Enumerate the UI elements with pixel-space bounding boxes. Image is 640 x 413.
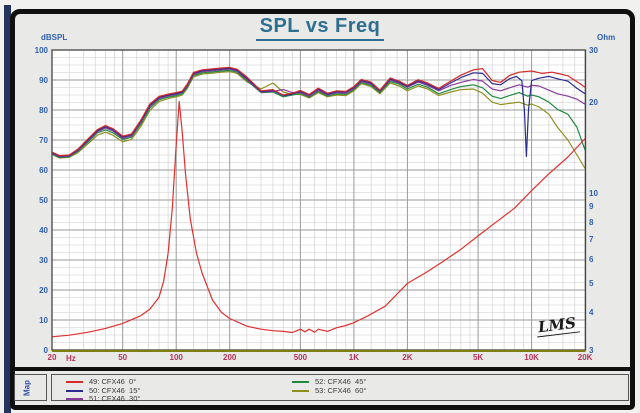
left-tick-70: 70 [39,135,48,145]
freq-tick-200: 200 [223,353,237,362]
map-tab-label: Map [22,380,32,396]
left-tick-10: 10 [39,315,48,325]
right-tick-30: 30 [589,45,598,55]
left-tick-20: 20 [39,285,48,295]
left-tick-50: 50 [39,195,48,205]
legend-label: 50: CFX46 15° [89,385,141,395]
right-tick-9: 9 [589,202,594,212]
legend-swatch [66,398,83,400]
chart-title-text: SPL vs Freq [255,15,385,41]
freq-tick-20K: 20K [577,353,593,362]
right-axis-title: Ohm [597,33,616,42]
map-tab[interactable]: Map [14,374,47,401]
desktop-strip [4,5,11,413]
right-tick-10: 10 [589,188,598,198]
legend-swatch [292,381,309,383]
right-tick-7: 7 [589,235,594,245]
legend-swatch [66,381,83,383]
legend-swatch [292,389,309,392]
right-tick-5: 5 [589,278,594,288]
legend-label: 51: CFX46 30° [89,394,141,403]
right-tick-20: 20 [589,98,598,108]
legend-panel: 49: CFX46 0° 50: CFX46 15° 51: CFX46 30° 52… [51,374,629,403]
freq-tick-1K: 1K [348,353,359,362]
frequency-unit-label: Hz [66,354,76,363]
freq-tick-10K: 10K [524,353,539,362]
legend-label: 49: CFX46 0° [89,377,137,386]
freq-tick-20: 20 [47,353,57,362]
legend-label: 53: CFX46 60° [315,385,367,395]
left-tick-60: 60 [39,165,48,175]
freq-tick-100: 100 [169,353,183,362]
left-tick-90: 90 [39,75,48,85]
freq-tick-500: 500 [293,353,308,362]
freq-tick-2K: 2K [402,353,413,362]
legend-swatch [66,389,83,392]
right-tick-8: 8 [589,217,594,227]
freq-tick-5K: 5K [472,353,484,362]
left-axis-title: dBSPL [41,33,68,42]
right-tick-6: 6 [589,255,594,265]
left-tick-0: 0 [43,345,48,355]
right-tick-3: 3 [589,345,594,355]
right-tick-4: 4 [589,308,594,317]
panel-divider [10,367,635,371]
left-tick-100: 100 [34,45,48,55]
chart-title: SPL vs Freq [0,15,640,41]
left-tick-30: 30 [39,255,48,265]
freq-tick-50: 50 [118,353,128,362]
left-tick-40: 40 [39,225,48,235]
left-tick-80: 80 [39,105,48,115]
legend-label: 52: CFX46 45° [315,377,367,386]
